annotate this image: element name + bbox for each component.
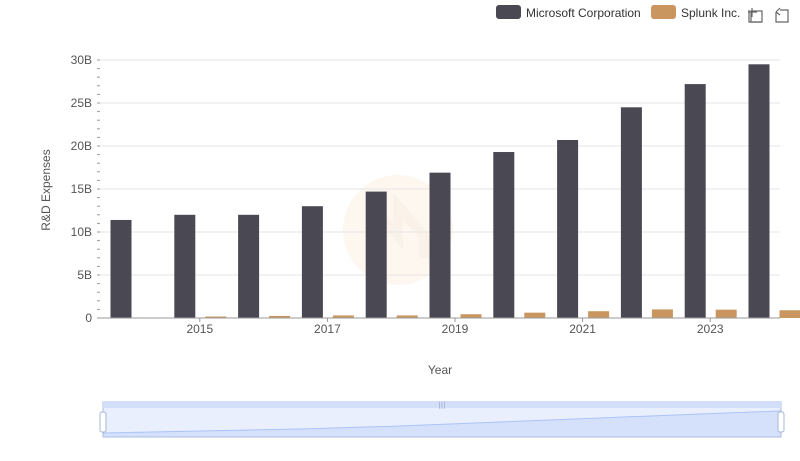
x-axis-title: Year <box>428 363 452 377</box>
zoom-data-line <box>102 410 782 434</box>
bar-splunk-2016[interactable] <box>269 315 291 318</box>
bar-splunk-2023[interactable] <box>715 309 737 318</box>
x-tick-label: 2023 <box>697 322 724 336</box>
bar-splunk-2020[interactable] <box>524 312 546 318</box>
y-tick-label: 25B <box>71 96 92 110</box>
bar-microsoft-2021[interactable] <box>557 139 579 318</box>
legend-item-splunk[interactable]: Splunk Inc. <box>651 5 740 20</box>
y-minor-ticks <box>97 59 100 319</box>
legend-item-microsoft[interactable]: Microsoft Corporation <box>496 5 641 20</box>
bar-microsoft-2022[interactable] <box>620 107 642 318</box>
zoom-data-shadow <box>103 411 781 437</box>
zoom-drag-grip[interactable]: ||| <box>438 401 445 409</box>
y-tick-label: 20B <box>71 139 92 153</box>
x-tick-label: 2017 <box>314 322 341 336</box>
bar-splunk-2015[interactable] <box>205 316 227 318</box>
bar-microsoft-2016[interactable] <box>238 214 260 318</box>
restore-icon[interactable] <box>775 7 789 23</box>
y-axis-tick-labels: 0 5B 10B 15B 20B 25B 30B <box>71 53 93 325</box>
legend-swatch-microsoft <box>496 5 521 19</box>
legend-swatch-splunk <box>651 5 676 19</box>
bar-microsoft-2018[interactable] <box>365 191 387 318</box>
y-tick-label: 0 <box>85 311 92 325</box>
bar-splunk-2019[interactable] <box>460 314 482 318</box>
bar-microsoft-2014[interactable] <box>110 219 132 318</box>
x-tick-label: 2019 <box>442 322 469 336</box>
bar-microsoft-2017[interactable] <box>301 206 323 318</box>
data-zoom-slider[interactable]: ||| <box>99 401 785 438</box>
bar-microsoft-2015[interactable] <box>174 214 196 318</box>
zoom-handle-right[interactable] <box>777 411 785 433</box>
bar-microsoft-2020[interactable] <box>493 152 515 318</box>
legend-label-microsoft: Microsoft Corporation <box>526 6 641 20</box>
bar-splunk-2024[interactable] <box>779 310 800 318</box>
zoom-icon[interactable] <box>748 8 763 23</box>
x-tick-label: 2015 <box>186 322 213 336</box>
x-axis-tick-labels: 2015 2017 2019 2021 2023 <box>186 318 724 336</box>
bar-splunk-2022[interactable] <box>651 309 673 318</box>
bar-microsoft-2023[interactable] <box>684 84 706 318</box>
y-axis-title: R&D Expenses <box>39 149 53 230</box>
x-tick-label: 2021 <box>569 322 596 336</box>
bars <box>110 64 800 319</box>
y-tick-label: 15B <box>71 182 92 196</box>
y-tick-label: 30B <box>71 53 92 67</box>
zoom-handle-left[interactable] <box>99 411 107 433</box>
bar-microsoft-2024[interactable] <box>748 64 770 318</box>
y-tick-label: 10B <box>71 225 92 239</box>
bar-microsoft-2019[interactable] <box>429 172 451 318</box>
zoom-top-bar[interactable] <box>103 402 781 408</box>
legend-label-splunk: Splunk Inc. <box>681 6 740 20</box>
bar-splunk-2021[interactable] <box>588 311 610 318</box>
bar-splunk-2017[interactable] <box>332 315 354 318</box>
bar-splunk-2018[interactable] <box>396 315 418 318</box>
legend: Microsoft Corporation Splunk Inc. <box>496 5 740 20</box>
y-tick-label: 5B <box>77 268 92 282</box>
